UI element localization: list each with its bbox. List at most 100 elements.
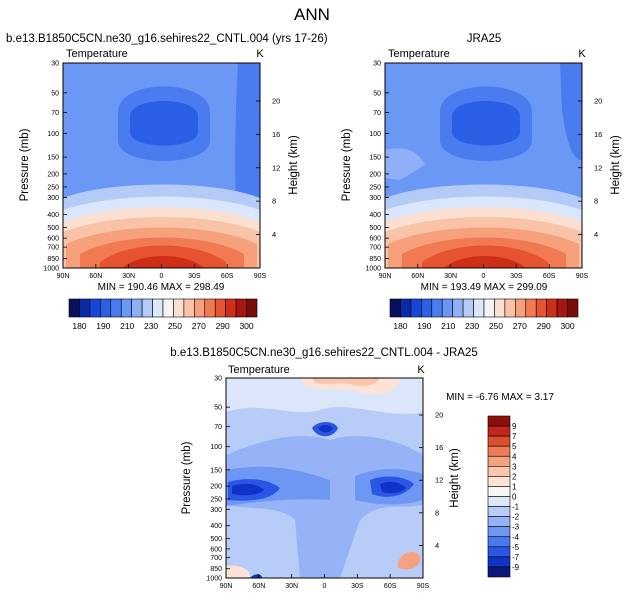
colorbar-box [535,298,547,318]
colorbar-tick-label: 210 [120,321,134,331]
xtick-label: 60S [543,273,556,280]
ytick-label: 50 [51,90,59,97]
contour-band-equatorial-cold-inner [318,425,333,433]
colorbar-box [504,298,516,318]
colorbar-tick-label: 270 [192,321,206,331]
colorbar-model: 180 190 210 230 250 270 290 300 [68,298,258,331]
colorbar-box [487,526,511,538]
height-tick-label: 12 [272,163,280,172]
ytick-label: 600 [47,236,59,243]
colorbar-tick-label: 190 [417,321,431,331]
colorbar-box [487,455,511,467]
colorbar-tick-label: 5 [512,442,517,451]
height-tick-label: 20 [594,96,602,105]
colorbar-box [487,506,511,517]
xtick-label: 30N [285,583,298,590]
colorbar-box [487,466,511,477]
panel-model: b.e13.B1850C5CN.ne30_g16.sehires22_CNTL.… [6,33,328,331]
colorbar-box [204,298,216,318]
colorbar-box [441,298,453,318]
colorbar-box [214,298,226,318]
ylabel-right-obs: Height (km) [610,135,622,195]
colorbar-box [487,496,511,507]
height-tick-label: 8 [272,197,276,206]
ytick-label: 1000 [365,266,381,273]
ytick-label: 700 [369,245,381,252]
colorbar-box [487,435,511,447]
ytick-label: 700 [210,555,222,562]
panel-obs-subtitle-left: Temperature [388,48,450,60]
colorbar-tick-label: 190 [96,321,110,331]
ytick-label: 700 [47,245,59,252]
colorbar-box [473,298,485,318]
xtick-label: 30S [351,583,364,590]
colorbar-tick-label: 210 [441,321,455,331]
xtick-label: 30S [510,273,523,280]
xtick-label: 60N [252,583,265,590]
colorbar-tick-label: 180 [72,321,86,331]
contour-band-minus-5-left [232,483,264,496]
ytick-label: 300 [369,195,381,202]
colorbar-box [487,536,511,548]
xtick-label: 90N [379,273,392,280]
colorbar-box [194,298,206,318]
ytick-label: 70 [373,110,381,117]
height-tick-label: 4 [435,541,439,550]
colorbar-tick-label: 290 [537,321,551,331]
ytick-label: 150 [369,155,381,162]
colorbar-box [120,298,132,318]
colorbar-tick-label: 9 [512,422,517,431]
colorbar-tick-label: 1 [512,482,517,491]
colorbar-tick-label: 230 [465,321,479,331]
xtick-label: 60S [384,583,397,590]
panel-model-subtitle-right: K [256,48,264,60]
ylabel-diff: Pressure (mb) [181,441,193,514]
xtick-label: 0 [323,583,327,590]
colorbar-box [110,298,122,318]
contour-band-polar-strip [235,63,260,200]
height-tick-label: 20 [435,411,443,420]
xtick-label: 0 [482,273,486,280]
contour-band-cold-core-inner [452,101,520,146]
colorbar-box [79,298,91,318]
colorbar-tick-label: 180 [393,321,407,331]
height-tick-label: 8 [435,508,439,517]
colorbar-tick-label: -5 [512,543,520,552]
ytick-label: 50 [214,405,222,412]
colorbar-box [173,298,185,318]
xtick-label: 90S [417,583,430,590]
ytick-label: 600 [369,236,381,243]
contour-band-cold-core-inner [130,101,198,146]
ytick-label: 500 [47,225,59,232]
colorbar-box [487,415,511,427]
colorbar-tick-label: -1 [512,503,520,512]
colorbar-box [487,566,511,578]
colorbar-box [487,546,511,558]
axis-model: 3050701001502002503004005006007008501000… [43,61,280,281]
colorbar-box [494,298,506,318]
height-tick-label: 4 [272,230,276,239]
contour-band-warm-top-inner [312,378,380,386]
colorbar-box [235,298,247,318]
colorbar-tick-label: -7 [512,553,520,562]
height-tick-label: 20 [272,96,280,105]
contour-band-295 [122,256,204,268]
colorbar-tick-label: 0 [512,493,517,502]
contour-band-surface-warm-edge [226,565,251,578]
height-tick-label: 12 [594,163,602,172]
ytick-label: 250 [47,184,59,191]
colorbar-box [152,298,164,318]
ytick-label: 250 [369,184,381,191]
colorbar-box [546,298,558,318]
height-tick-label: 4 [594,230,598,239]
ytick-label: 850 [210,566,222,573]
contour-band-tropopause-light [385,148,425,180]
ytick-label: 250 [210,496,222,503]
ytick-label: 400 [210,523,222,530]
colorbar-tick-label: 250 [489,321,503,331]
xtick-label: 60N [89,273,102,280]
colorbar-box [525,298,537,318]
colorbar-tick-label: 7 [512,432,517,441]
colorbar-box [487,445,511,457]
